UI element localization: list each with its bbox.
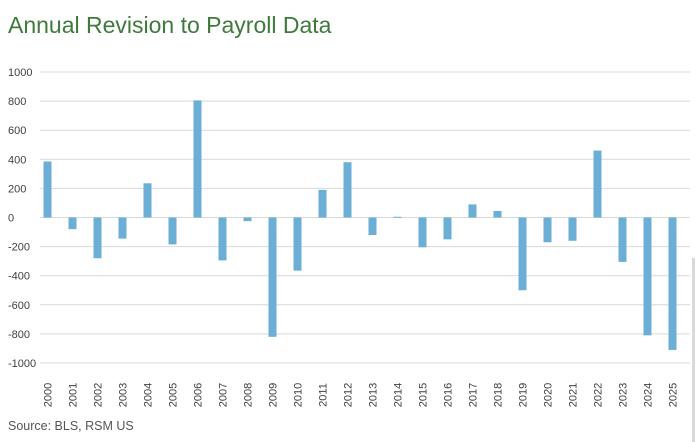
x-tick-label: 2017 <box>468 383 480 407</box>
bar-2025 <box>668 217 677 350</box>
x-tick-label: 2021 <box>568 383 580 407</box>
bar-2010 <box>293 217 302 271</box>
x-tick-label: 2022 <box>593 383 605 407</box>
bar-2014 <box>393 216 402 218</box>
x-tick-label: 2006 <box>193 383 205 407</box>
bar-2007 <box>218 217 227 261</box>
x-tick-label: 2020 <box>543 383 555 407</box>
x-tick-label: 2019 <box>518 383 530 407</box>
x-tick-label: 2009 <box>268 383 280 407</box>
bar-2005 <box>168 217 177 245</box>
bar-2024 <box>643 217 652 336</box>
bar-2018 <box>493 210 502 218</box>
x-tick-label: 2013 <box>368 383 380 407</box>
x-tick-label: 2015 <box>418 383 430 407</box>
x-tick-label: 2010 <box>293 383 305 407</box>
bar-2004 <box>143 183 152 218</box>
y-tick-label: 800 <box>8 96 26 108</box>
y-tick-label: -600 <box>8 300 30 312</box>
bar-2008 <box>243 217 252 222</box>
bar-2015 <box>418 217 427 248</box>
x-tick-label: 2011 <box>318 383 330 407</box>
bar-2022 <box>593 150 602 218</box>
x-tick-label: 2002 <box>93 383 105 407</box>
bars <box>43 100 677 350</box>
bar-2020 <box>543 217 552 243</box>
x-tick-label: 2018 <box>493 383 505 407</box>
y-tick-label: 0 <box>8 213 14 225</box>
bar-2001 <box>68 217 77 230</box>
frame-edge <box>692 258 695 442</box>
y-tick-label: -400 <box>8 271 30 283</box>
bar-2016 <box>443 217 452 240</box>
bar-2009 <box>268 217 277 337</box>
x-tick-label: 2014 <box>393 383 405 407</box>
x-tick-label: 2023 <box>618 383 630 407</box>
x-tick-label: 2005 <box>168 383 180 407</box>
x-tick-label: 2007 <box>218 383 230 407</box>
y-tick-label: -1000 <box>8 358 36 370</box>
x-tick-label: 2004 <box>143 383 155 407</box>
source-note: Source: BLS, RSM US <box>8 419 134 433</box>
bar-2023 <box>618 217 627 262</box>
y-tick-label: 600 <box>8 125 26 137</box>
x-tick-label: 2008 <box>243 383 255 407</box>
bar-2003 <box>118 217 127 239</box>
x-tick-label: 2016 <box>443 383 455 407</box>
chart-title: Annual Revision to Payroll Data <box>8 12 332 38</box>
y-tick-label: 1000 <box>8 67 32 79</box>
bar-2006 <box>193 100 202 218</box>
x-tick-label: 2003 <box>118 383 130 407</box>
y-tick-label: -800 <box>8 329 30 341</box>
y-tick-label: 400 <box>8 154 26 166</box>
bar-2012 <box>343 162 352 218</box>
x-tick-label: 2000 <box>43 383 55 407</box>
bar-2013 <box>368 217 377 235</box>
x-tick-label: 2001 <box>68 383 80 407</box>
bar-2011 <box>318 189 327 218</box>
x-tick-label: 2025 <box>668 383 680 407</box>
bar-2000 <box>43 161 52 218</box>
x-tick-label: 2024 <box>643 383 655 407</box>
y-axis-ticks: 1000 800 600 400 200 0 -200 -400 -600 -800 -1000 <box>8 67 36 370</box>
grid-lines <box>40 71 690 364</box>
y-tick-label: 200 <box>8 183 26 195</box>
x-axis-ticks: 2000 2001 2002 2003 2004 2005 2006 2007 2008 2009… <box>43 383 680 407</box>
y-tick-label: -200 <box>8 242 30 254</box>
bar-2019 <box>518 217 527 291</box>
x-tick-label: 2012 <box>343 383 355 407</box>
bar-2017 <box>468 204 477 218</box>
bar-2002 <box>93 217 102 259</box>
bar-2021 <box>568 217 577 241</box>
